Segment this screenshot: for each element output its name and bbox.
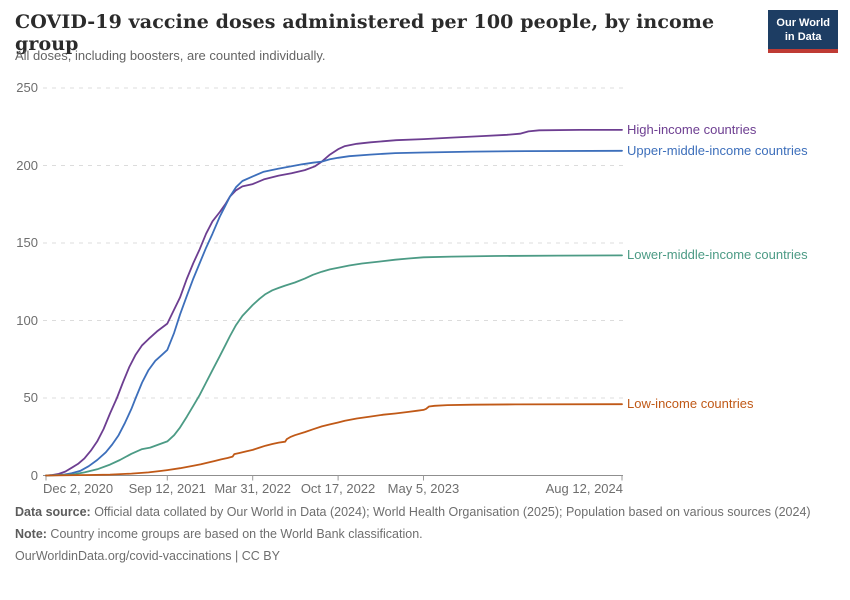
y-axis-label-200: 200 — [16, 157, 38, 173]
y-axis-label-150: 150 — [16, 235, 38, 250]
series-line-low-income-countries — [45, 403, 623, 477]
x-axis-label: Aug 12, 2024 — [545, 481, 623, 496]
chart-footer: Data source: Official data collated by O… — [15, 503, 837, 569]
x-axis-label: Oct 17, 2022 — [300, 481, 376, 496]
owid-logo[interactable]: Our World in Data — [768, 10, 838, 53]
x-axis-label: Mar 31, 2022 — [214, 481, 291, 496]
x-axis-label: Sep 12, 2021 — [128, 481, 206, 496]
data-source-label: Data source: — [15, 505, 91, 519]
citation-line: OurWorldinData.org/covid-vaccinations | … — [15, 547, 837, 565]
owid-citation-link[interactable]: OurWorldinData.org/covid-vaccinations | … — [15, 549, 280, 564]
note-text: Country income groups are based on the W… — [46, 527, 423, 542]
series-line-high-income-countries — [45, 129, 623, 477]
y-axis-label-50: 50 — [23, 390, 38, 405]
x-axis-label: Dec 2, 2020 — [43, 481, 114, 496]
legend-label-high-income-countries[interactable]: High-income countries — [627, 121, 757, 137]
note-label: Note: — [15, 527, 47, 542]
series-line-lower-middle-income-countries — [45, 254, 623, 477]
legend-label-low-income-countries[interactable]: Low-income countries — [627, 396, 754, 412]
y-axis-label-0: 0 — [30, 467, 38, 483]
legend-label-upper-middle-income-countries[interactable]: Upper-middle-income countries — [627, 142, 808, 158]
data-source-line: Data source: Official data collated by O… — [15, 503, 837, 521]
data-source-text: Official data collated by Our World in D… — [90, 505, 811, 519]
legend-label-lower-middle-income-countries[interactable]: Lower-middle-income countries — [627, 247, 808, 263]
note-line: Note: Country income groups are based on… — [15, 525, 837, 543]
chart-subtitle: All doses, including boosters, are count… — [15, 48, 326, 63]
y-axis-label-100: 100 — [16, 312, 38, 328]
owid-logo-line2: in Data — [784, 31, 822, 44]
owid-logo-line1: Our World — [776, 17, 830, 29]
chart-title: COVID-19 vaccine doses administered per … — [15, 11, 715, 55]
y-axis-label-250: 250 — [16, 80, 38, 95]
x-axis-label: May 5, 2023 — [387, 481, 460, 496]
series-line-upper-middle-income-countries — [45, 149, 623, 477]
